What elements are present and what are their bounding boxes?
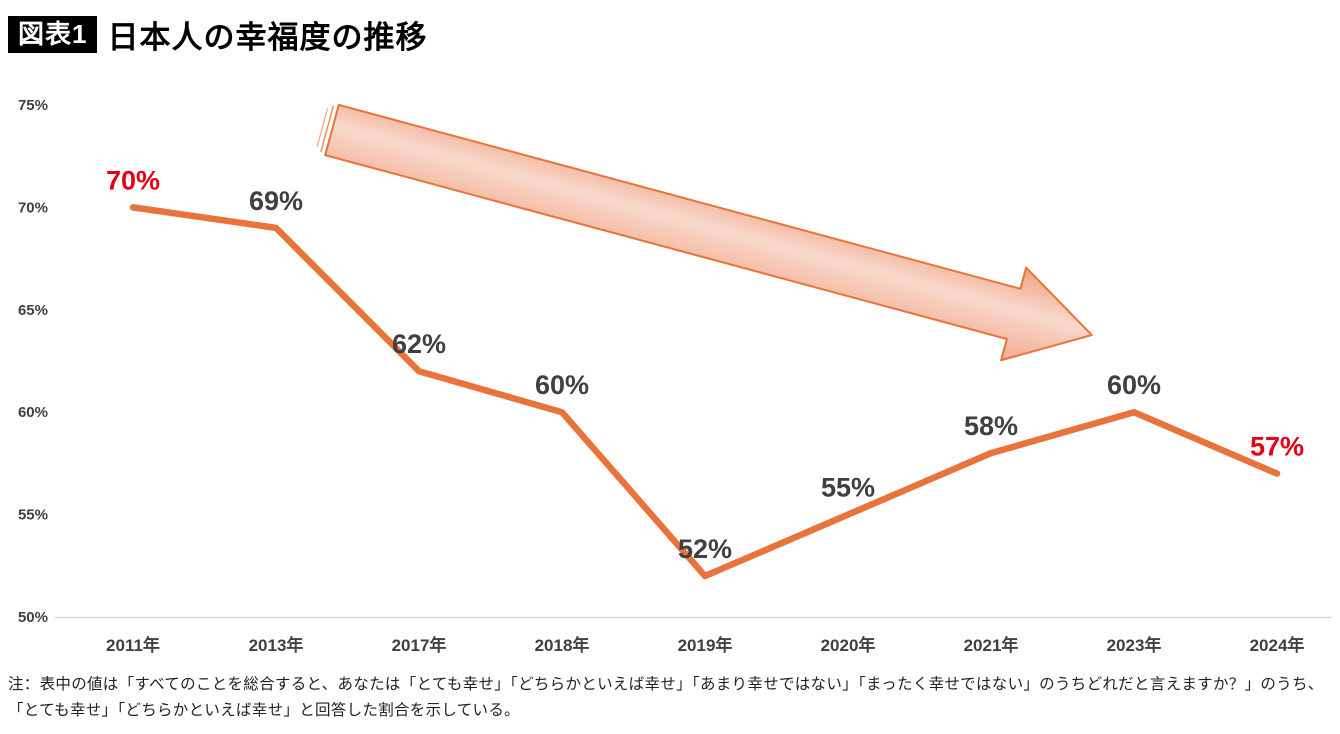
- data-point-label: 55%: [821, 473, 875, 503]
- x-axis-category-label: 2011年: [106, 635, 160, 655]
- x-axis-category-label: 2024年: [1250, 635, 1305, 655]
- page-title: 日本人の幸福度の推移: [107, 20, 428, 55]
- trend-arrow-tail-line: [320, 105, 335, 153]
- data-point-label: 60%: [535, 370, 589, 400]
- data-point-label: 60%: [1107, 370, 1161, 400]
- x-axis-category-label: 2019年: [678, 635, 733, 655]
- data-point-label: 58%: [964, 411, 1018, 441]
- chart-header: 図表1 日本人の幸福度の推移: [8, 12, 427, 57]
- trend-arrow-shape: [324, 103, 1093, 362]
- x-axis-category-label: 2020年: [821, 635, 876, 655]
- chart-footnote: 注：表中の値は「すべてのことを総合すると、あなたは「とても幸せ」「どちらかといえ…: [8, 676, 1324, 719]
- data-point-label: 69%: [249, 186, 303, 216]
- downward-trend-arrow: [316, 103, 1093, 362]
- y-axis-tick-label: 65%: [18, 302, 48, 319]
- y-axis-tick-label: 75%: [18, 97, 48, 114]
- x-axis-category-label: 2021年: [964, 635, 1019, 655]
- x-axis-category-label: 2013年: [249, 635, 304, 655]
- x-axis-category-label: 2017年: [392, 635, 447, 655]
- y-axis-tick-label: 50%: [18, 609, 48, 626]
- happiness-trend-line: [129, 204, 1281, 580]
- y-axis-tick-label: 60%: [18, 404, 48, 421]
- x-axis-category-label: 2018年: [535, 635, 590, 655]
- x-axis-category-label: 2023年: [1107, 635, 1162, 655]
- y-axis-tick-label: 70%: [18, 199, 48, 216]
- data-point-label: 57%: [1250, 432, 1304, 462]
- data-point-label: 52%: [678, 534, 732, 564]
- data-point-label: 62%: [392, 329, 446, 359]
- data-point-label: 70%: [106, 165, 160, 195]
- y-axis-tick-label: 55%: [18, 507, 48, 524]
- figure-number-badge: 図表1: [8, 15, 98, 54]
- trend-arrow-tail-line: [316, 107, 329, 147]
